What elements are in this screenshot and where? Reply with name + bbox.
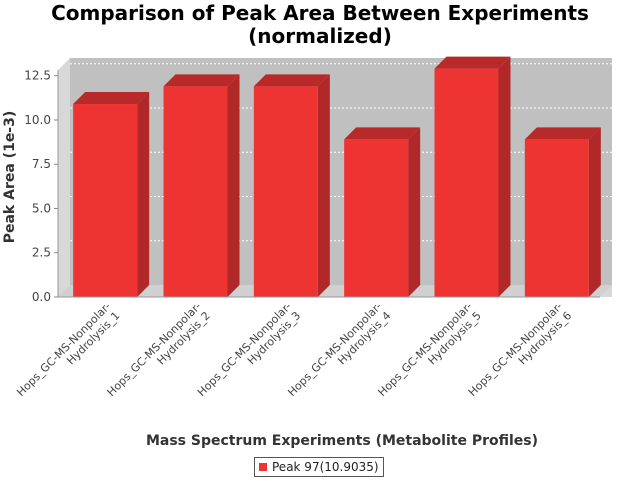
bars — [73, 56, 601, 297]
bar-front — [434, 68, 499, 297]
bar-top — [434, 56, 511, 69]
bar — [344, 127, 421, 297]
bar-front — [344, 139, 409, 297]
bar-front — [163, 86, 228, 297]
x-category-label-line: Hops_GC-MS-Nonpolar- — [285, 300, 384, 399]
bar-side — [588, 127, 601, 297]
x-category-label-line: Hops_GC-MS-Nonpolar- — [195, 300, 294, 399]
plot-back-panel — [70, 58, 612, 285]
legend-label: Peak 97(10.9035) — [272, 460, 379, 474]
y-tick-label: 0.0 — [32, 290, 51, 304]
bar-side — [408, 127, 421, 297]
bar — [524, 127, 601, 297]
bar-front — [73, 104, 138, 297]
chart-title: Comparison of Peak Area Between Experime… — [0, 2, 640, 48]
bar-side — [317, 74, 330, 297]
x-axis-title: Mass Spectrum Experiments (Metabolite Pr… — [146, 433, 538, 449]
x-category-label-line: Hops_GC-MS-Nonpolar- — [14, 300, 113, 399]
bar — [434, 56, 511, 297]
x-category-label-line: Hops_GC-MS-Nonpolar- — [105, 300, 204, 399]
bar-side — [498, 56, 511, 297]
x-category-label-line: Hops_GC-MS-Nonpolar- — [466, 300, 565, 399]
bar-front — [524, 139, 589, 297]
y-tick-labels: 0.0 2.5 5.0 7.5 10.0 12.5 — [24, 69, 58, 304]
y-tick-label: 2.5 — [32, 246, 51, 260]
x-category-labels: Hops_GC-MS-Nonpolar-Hydrolysis_1Hops_GC-… — [14, 300, 574, 408]
x-category-label-line: Hops_GC-MS-Nonpolar- — [376, 300, 475, 399]
bar-top — [524, 127, 601, 140]
x-category-label: Hops_GC-MS-Nonpolar-Hydrolysis_6 — [466, 300, 574, 408]
bar-top — [163, 74, 240, 87]
legend: Peak 97(10.9035) — [254, 457, 384, 477]
bar-side — [137, 92, 150, 297]
bar — [163, 74, 240, 297]
bar-top — [253, 74, 330, 87]
y-axis-title: Peak Area (1e-3) — [2, 111, 18, 244]
y-tick-label: 7.5 — [32, 157, 51, 171]
legend-swatch — [259, 463, 267, 471]
bar-top — [344, 127, 421, 140]
y-tick-label: 10.0 — [24, 113, 51, 127]
bar — [253, 74, 330, 297]
y-tick-label: 5.0 — [32, 201, 51, 215]
bar-top — [73, 92, 150, 105]
bar-front — [253, 86, 318, 297]
y-tick-label: 12.5 — [24, 69, 51, 83]
chart-title-line-1: Comparison of Peak Area Between Experime… — [51, 1, 589, 25]
chart-title-line-2: (normalized) — [248, 24, 392, 48]
axes — [57, 70, 600, 298]
bar-side — [227, 74, 240, 297]
bar — [73, 92, 150, 297]
